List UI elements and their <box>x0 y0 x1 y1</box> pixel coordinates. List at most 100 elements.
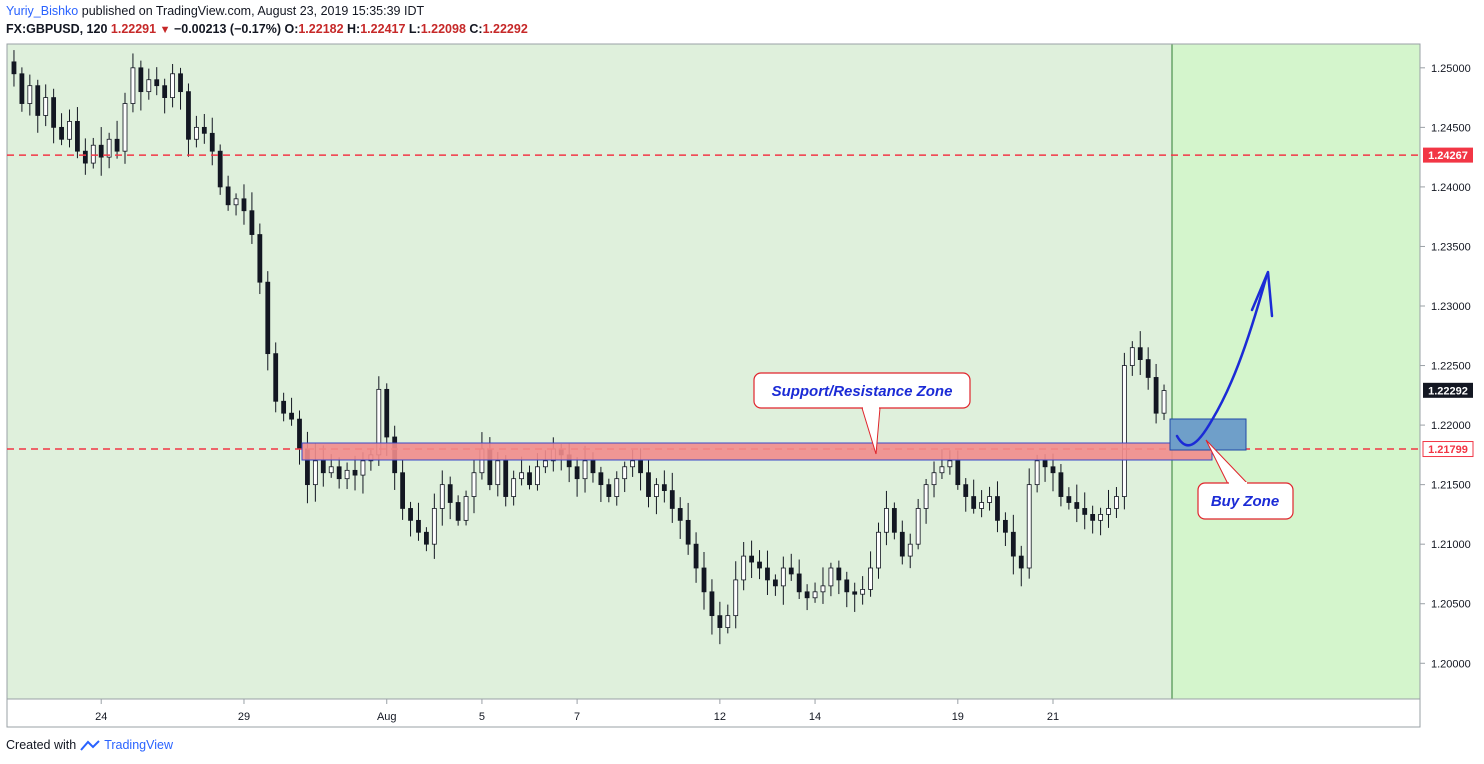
candle-body <box>35 85 41 116</box>
x-tick-label: 5 <box>479 711 485 723</box>
x-tick-label: 24 <box>95 711 107 723</box>
candle-body <box>955 460 961 486</box>
candle-body <box>630 460 636 468</box>
y-tick-label: 1.24500 <box>1431 122 1471 134</box>
x-tick-label: 19 <box>952 711 964 723</box>
candle-body <box>677 508 683 521</box>
candle-body <box>907 543 913 557</box>
candle-body <box>328 466 334 474</box>
candle-body <box>384 388 390 438</box>
resistance-price-tag: 1.24267 <box>1423 147 1473 163</box>
symbol-name: FX:GBPUSD, 120 <box>6 22 108 36</box>
candle-body <box>923 484 929 509</box>
candle-body <box>1050 466 1056 474</box>
candle-body <box>788 567 794 575</box>
candle-body <box>820 585 826 593</box>
sr-callout-pointer-mask <box>863 406 879 409</box>
candle-body <box>138 67 144 93</box>
candle-body <box>11 61 17 75</box>
future-zone <box>1172 44 1420 699</box>
x-tick-label: 14 <box>809 711 821 723</box>
created-with-text: Created with <box>6 738 77 752</box>
candle-body <box>701 567 707 593</box>
buy-callout-pointer <box>1205 439 1249 485</box>
down-triangle-icon: ▼ <box>159 24 171 36</box>
low-value: 1.22098 <box>420 22 466 36</box>
resistance-price-label: 1.24267 <box>1428 150 1468 162</box>
candle-body <box>193 126 199 140</box>
candle-body <box>987 496 992 503</box>
candle-body <box>836 567 842 581</box>
candle-body <box>201 126 207 134</box>
candle-body <box>527 472 532 486</box>
candle-body <box>503 460 509 497</box>
candle-body <box>971 496 977 509</box>
candle-body <box>225 186 231 206</box>
candle-body <box>1106 508 1111 515</box>
candle-body <box>265 281 271 355</box>
publish-info: Yuriy_Bishko published on TradingView.co… <box>6 4 424 18</box>
tradingview-logo[interactable]: TradingView <box>80 738 173 752</box>
candle-body <box>899 531 905 557</box>
candle-body <box>939 466 945 474</box>
candle-body <box>75 121 80 152</box>
candle-body <box>1010 531 1016 557</box>
candle-body <box>241 198 247 212</box>
candle-body <box>27 85 33 104</box>
candle-body <box>1003 519 1008 533</box>
candle-body <box>360 460 366 476</box>
candle-body <box>725 615 731 628</box>
candle-body <box>408 508 413 521</box>
candle-body <box>654 484 659 497</box>
candle-body <box>519 472 524 480</box>
candle-body <box>852 591 858 595</box>
candle-body <box>1153 377 1159 414</box>
x-tick-label: 29 <box>238 711 250 723</box>
candle-body <box>891 508 897 533</box>
x-tick-label: 21 <box>1047 711 1059 723</box>
candle-body <box>733 579 739 617</box>
support-price-tag: 1.21799 <box>1422 441 1474 458</box>
candle-body <box>963 484 969 497</box>
published-text: published on TradingView.com, August 23,… <box>81 4 425 18</box>
x-tick-label: 12 <box>714 711 726 723</box>
candle-body <box>812 591 818 599</box>
candle-body <box>1129 347 1135 366</box>
support-resistance-zone[interactable] <box>301 442 1213 461</box>
candle-body <box>804 591 810 599</box>
candle-body <box>693 543 699 569</box>
tradingview-logo-icon <box>80 740 100 751</box>
candle-body <box>82 150 88 164</box>
candle-body <box>471 472 477 497</box>
candle-body <box>638 460 643 474</box>
candle-body <box>828 567 834 587</box>
y-tick-label: 1.25000 <box>1431 63 1471 75</box>
open-label: O: <box>284 22 299 36</box>
candle-body <box>717 615 723 628</box>
price-chart[interactable]: 1.25000 1.24500 1.24000 1.23500 1.23000 1.225… <box>0 0 1484 735</box>
arrow-head-icon <box>1250 270 1274 318</box>
candle-body <box>43 97 49 116</box>
candle-body <box>1098 514 1103 521</box>
candle-body <box>289 412 294 420</box>
y-tick-label: 1.24000 <box>1431 182 1471 194</box>
candle-body <box>170 73 175 98</box>
y-tick-label: 1.21500 <box>1431 480 1471 492</box>
candle-body <box>646 472 651 497</box>
candle-body <box>1114 496 1119 509</box>
symbol-legend: FX:GBPUSD, 120 1.22291 ▼ −0.00213 (−0.17… <box>6 22 528 36</box>
candle-body <box>884 508 889 533</box>
support-price-label: 1.21799 <box>1428 444 1468 456</box>
candle-body <box>154 79 160 87</box>
candle-body <box>233 198 239 206</box>
x-tick-label: 7 <box>574 711 580 723</box>
candle-body <box>709 591 715 617</box>
author-link[interactable]: Yuriy_Bishko <box>6 4 79 18</box>
candle-body <box>915 508 921 545</box>
open-value: 1.22182 <box>298 22 344 36</box>
candle-body <box>98 144 104 158</box>
buy-zone[interactable] <box>1169 418 1247 451</box>
candle-body <box>606 484 612 497</box>
high-value: 1.22417 <box>360 22 406 36</box>
candle-body <box>281 400 287 414</box>
